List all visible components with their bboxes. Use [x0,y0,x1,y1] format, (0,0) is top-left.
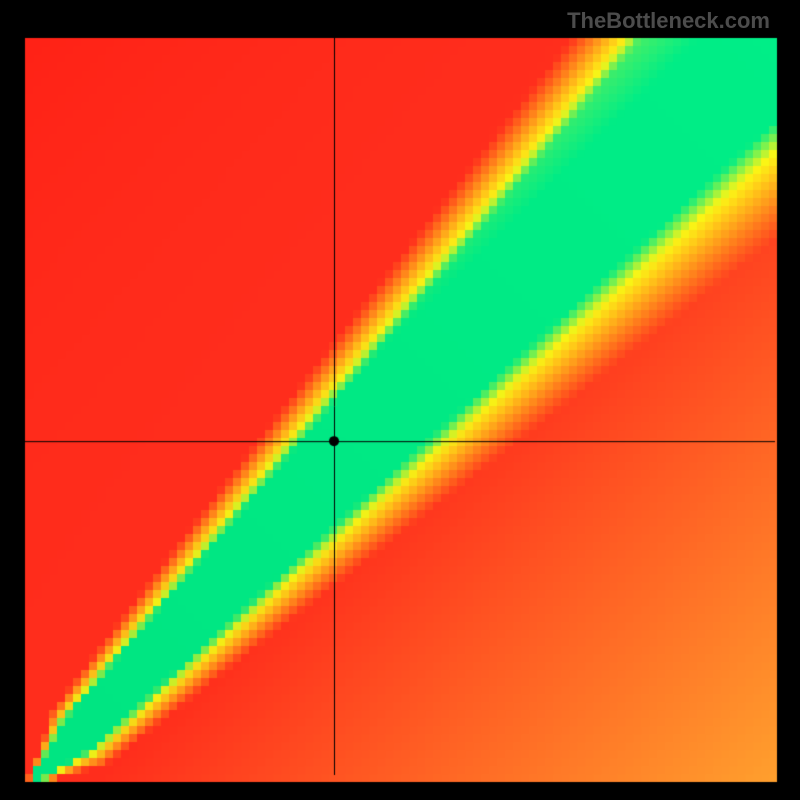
chart-container: TheBottleneck.com [0,0,800,800]
watermark-text: TheBottleneck.com [567,8,770,34]
heatmap-canvas [0,0,800,800]
